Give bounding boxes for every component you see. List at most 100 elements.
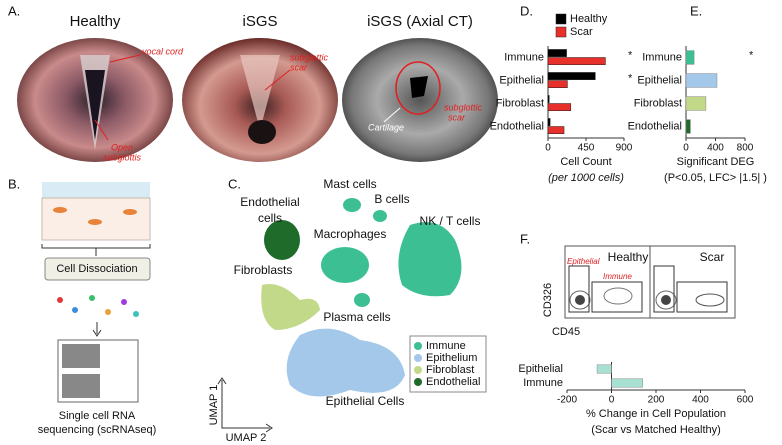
contour: [603, 287, 633, 305]
vocal-cords: [240, 55, 280, 130]
contour: [575, 295, 585, 305]
category-label: Fibroblast: [496, 97, 544, 109]
significance: *: [628, 49, 633, 61]
x-tick-label: 0: [683, 143, 689, 154]
cluster: [398, 222, 462, 297]
pointer: [94, 119, 109, 141]
tissue-drawing: [41, 197, 151, 241]
cluster: [343, 198, 361, 212]
cluster-label: Epithelial Cells: [326, 394, 405, 408]
x-tick-label: 200: [648, 395, 665, 406]
cell: [88, 219, 102, 225]
category-label: Endothelial: [490, 120, 544, 132]
airway: [85, 70, 105, 140]
gate: [591, 281, 643, 313]
annotation: subglottis: [103, 152, 142, 162]
axis-label: UMAP 2: [226, 432, 267, 444]
significance: *: [749, 49, 754, 61]
cluster: [321, 247, 369, 283]
annotation: scar: [290, 62, 308, 72]
contour: [695, 293, 725, 307]
cell: [72, 307, 78, 313]
bar: [547, 118, 551, 126]
x-tick-label: -200: [557, 395, 577, 406]
pointer: [264, 69, 291, 91]
annotation: subglottic: [290, 52, 329, 62]
cell: [123, 209, 137, 215]
category-label: Epithelial: [499, 74, 544, 86]
scar-outline: [395, 61, 441, 115]
gate: [653, 265, 675, 313]
sequencer-part: [62, 374, 100, 398]
condition-label: Scar: [700, 250, 725, 264]
legend-swatch: [414, 366, 422, 374]
bar: [685, 96, 707, 111]
legend-label: Fibroblast: [426, 364, 474, 376]
bar: [547, 49, 567, 57]
annotation: Cartilage: [368, 122, 404, 132]
cluster-label: Endothelial: [240, 195, 299, 209]
arrow: [92, 322, 102, 337]
cluster-label: Plasma cells: [323, 310, 390, 324]
bar: [611, 378, 643, 388]
cell: [105, 309, 111, 315]
legend-swatch: [414, 354, 422, 362]
output-label: Single cell RNA: [59, 410, 136, 422]
significance: *: [628, 72, 633, 84]
bar: [547, 80, 568, 88]
legend-box: [409, 335, 487, 393]
contour: [655, 290, 677, 310]
x-tick-label: 900: [616, 143, 633, 154]
x-tick-label: 800: [737, 143, 754, 154]
cluster-label: Macrophages: [314, 227, 387, 241]
x-tick-label: 450: [578, 143, 595, 154]
airway: [410, 76, 428, 98]
sequencer-part: [62, 344, 100, 368]
cluster: [261, 284, 320, 330]
bar: [596, 364, 612, 374]
x-axis-note: (Scar vs Matched Healthy): [591, 424, 721, 436]
panel-label: B.: [8, 176, 20, 191]
x-axis-label: % Change in Cell Population: [586, 408, 726, 420]
legend-swatch: [555, 13, 567, 25]
bar: [685, 73, 718, 88]
x-tick-label: 400: [707, 143, 724, 154]
bar: [547, 72, 596, 80]
axis-label: UMAP 1: [208, 385, 220, 426]
x-axis-note: (P<0.05, LFC> |1.5| ): [664, 172, 767, 184]
bar: [685, 119, 691, 134]
legend-label: Healthy: [570, 13, 608, 25]
annotation: subglottic: [444, 102, 483, 112]
image-title: iSGS (Axial CT): [367, 13, 473, 30]
category-label: Epithelial: [518, 363, 563, 375]
umap-axes: [217, 377, 273, 433]
cluster-label: Fibroblasts: [234, 263, 293, 277]
legend-swatch: [414, 378, 422, 386]
annotation: Open: [111, 142, 133, 152]
ct-image: [342, 38, 498, 162]
x-tick-label: 600: [737, 395, 754, 406]
panel-label: E.: [690, 3, 702, 18]
cluster: [264, 220, 300, 260]
x-tick-label: 400: [692, 395, 709, 406]
bar: [685, 50, 695, 65]
output-label: sequencing (scRNAseq): [38, 424, 157, 436]
category-label: Fibroblast: [634, 97, 682, 109]
bar: [547, 126, 565, 134]
x-axis-note: (per 1000 cells): [548, 172, 624, 184]
epithelium-drawing: [42, 182, 150, 198]
contour: [569, 290, 591, 310]
condition-label: Healthy: [608, 250, 649, 264]
cluster-label: Mast cells: [323, 177, 376, 191]
cluster-label: NK / T cells: [420, 214, 481, 228]
airway: [248, 120, 276, 144]
cluster-label: cells: [258, 211, 282, 225]
category-label: Immune: [642, 51, 682, 63]
panel-label: F.: [520, 231, 530, 246]
legend-swatch: [414, 342, 422, 350]
step-box: [44, 257, 151, 281]
panel-label: C.: [228, 176, 241, 191]
bar: [547, 57, 606, 65]
